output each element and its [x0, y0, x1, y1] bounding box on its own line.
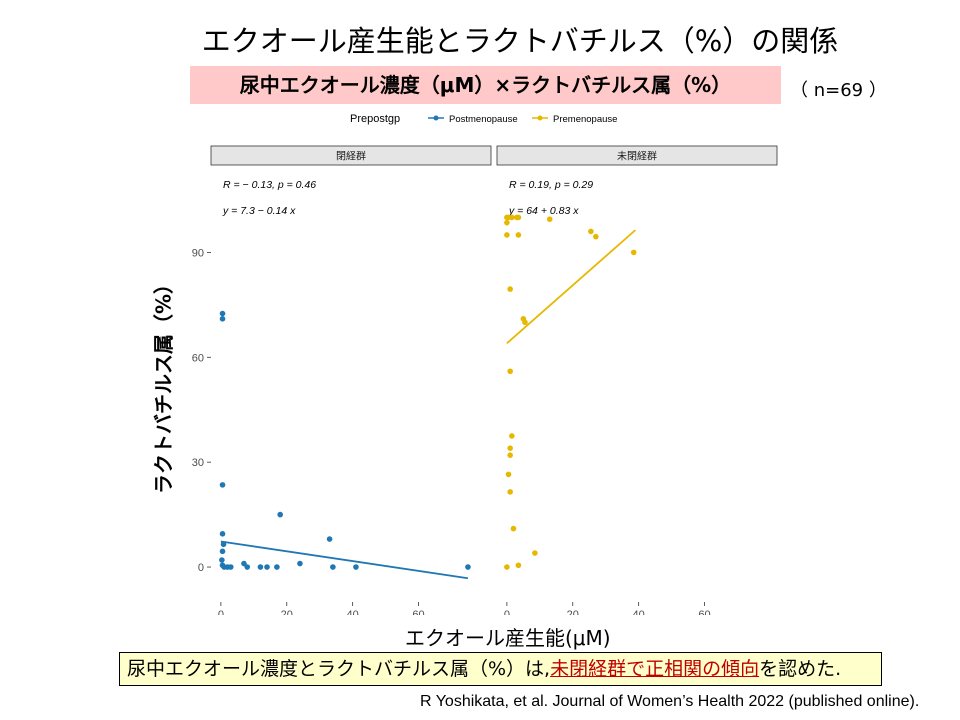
conclusion-highlight: 未閉経群で正相関の傾向 — [550, 658, 760, 680]
y-tick-label-90: 90 — [192, 247, 204, 259]
data-point-premenopause-4 — [515, 214, 522, 221]
data-point-premenopause-5 — [504, 219, 510, 226]
data-point-premenopause-10 — [593, 233, 599, 240]
conclusion-prefix: 尿中エクオール濃度とラクトバチルス属（%）は, — [127, 658, 551, 680]
data-point-premenopause-24 — [515, 562, 522, 569]
data-point-postmenopause-20 — [353, 564, 359, 570]
annotation-correlation-premenopause: R = 0.19, p = 0.29 — [509, 179, 593, 191]
data-point-premenopause-6 — [546, 216, 553, 222]
data-point-postmenopause-2 — [219, 482, 226, 488]
data-point-postmenopause-21 — [465, 564, 471, 570]
data-point-postmenopause-15 — [277, 511, 283, 518]
y-tick-label-60: 60 — [192, 352, 204, 364]
data-point-postmenopause-4 — [220, 541, 227, 548]
x-axis-label: エクオール産生能(μM) — [405, 626, 611, 650]
data-point-premenopause-12 — [507, 286, 513, 292]
y-tick-label-0: 0 — [198, 562, 204, 574]
data-point-premenopause-23 — [504, 564, 510, 570]
conclusion-text: 尿中エクオール濃度とラクトバチルス属（%）は,未閉経群で正相関の傾向を認めた. — [127, 656, 841, 682]
slide-subtitle: 尿中エクオール濃度（μM）×ラクトバチルス属（%） — [239, 73, 732, 97]
x-tick-label-postmenopause-60: 60 — [412, 609, 424, 615]
data-point-postmenopause-0 — [219, 310, 226, 317]
data-point-postmenopause-19 — [330, 564, 336, 570]
data-point-premenopause-8 — [515, 232, 522, 238]
data-point-postmenopause-18 — [326, 536, 333, 542]
data-point-premenopause-14 — [522, 319, 528, 326]
x-tick-label-premenopause-0: 0 — [504, 609, 510, 615]
legend-marker-postmenopause — [433, 115, 439, 121]
sample-size-label: （ n=69 ） — [790, 80, 887, 101]
x-tick-label-postmenopause-40: 40 — [347, 609, 359, 615]
y-axis-label: ラクトバチルス属（%） — [151, 273, 176, 495]
legend-label-postmenopause: Postmenopause — [449, 114, 518, 125]
data-point-postmenopause-14 — [264, 564, 270, 570]
conclusion-box — [119, 652, 882, 686]
fit-line-premenopause — [506, 229, 636, 344]
data-point-postmenopause-17 — [297, 560, 303, 567]
slide-title: エクオール産生能とラクトバチルス（%）の関係 — [201, 24, 839, 58]
fit-line-postmenopause — [220, 540, 469, 580]
x-tick-label-premenopause-60: 60 — [698, 609, 710, 615]
data-point-postmenopause-3 — [219, 531, 226, 537]
facet-strip-label-postmenopause: 閉経群 — [336, 150, 366, 163]
data-point-postmenopause-11 — [241, 560, 247, 567]
data-point-premenopause-19 — [505, 471, 512, 478]
annotation-correlation-postmenopause: R = − 0.13, p = 0.46 — [223, 179, 316, 191]
legend-title: Prepostgp — [350, 113, 400, 125]
data-point-postmenopause-13 — [257, 564, 264, 570]
data-point-postmenopause-10 — [227, 564, 234, 570]
citation: R Yoshikata, et al. Journal of Women’s H… — [420, 693, 920, 710]
data-point-premenopause-2 — [509, 214, 515, 221]
legend-label-premenopause: Premenopause — [553, 114, 617, 125]
data-point-postmenopause-6 — [219, 557, 225, 563]
annotation-equation-premenopause: y = 64 + 0.83 x — [508, 205, 579, 217]
data-point-postmenopause-16 — [274, 564, 280, 570]
data-point-premenopause-22 — [532, 550, 538, 556]
y-tick-label-30: 30 — [192, 457, 204, 469]
scatter-chart: Prepostgp Postmenopause Premenopause 閉経群 R =… — [192, 113, 778, 615]
x-tick-label-premenopause-40: 40 — [633, 609, 645, 615]
data-point-postmenopause-1 — [219, 316, 226, 322]
conclusion-suffix: を認めた. — [759, 658, 842, 680]
annotation-equation-postmenopause: y = 7.3 − 0.14 x — [222, 205, 296, 217]
data-point-postmenopause-12 — [244, 564, 251, 570]
facet-strip-label-premenopause: 未閉経群 — [617, 150, 657, 163]
data-point-premenopause-17 — [507, 445, 513, 451]
data-point-premenopause-9 — [588, 228, 594, 235]
data-point-premenopause-18 — [507, 452, 513, 458]
subtitle-background — [190, 66, 781, 104]
x-tick-label-postmenopause-20: 20 — [281, 609, 293, 615]
data-point-premenopause-15 — [507, 368, 513, 375]
data-point-premenopause-7 — [504, 232, 510, 238]
x-tick-label-postmenopause-0: 0 — [218, 609, 224, 615]
data-point-premenopause-21 — [510, 525, 517, 532]
facet-strip-postmenopause — [210, 145, 492, 166]
facet-strip-premenopause — [496, 145, 778, 166]
legend-marker-premenopause — [537, 115, 543, 121]
data-point-premenopause-11 — [630, 249, 637, 256]
x-tick-label-premenopause-20: 20 — [567, 609, 579, 615]
data-point-premenopause-16 — [509, 433, 515, 439]
data-point-postmenopause-5 — [219, 548, 226, 555]
data-point-premenopause-20 — [507, 489, 513, 495]
